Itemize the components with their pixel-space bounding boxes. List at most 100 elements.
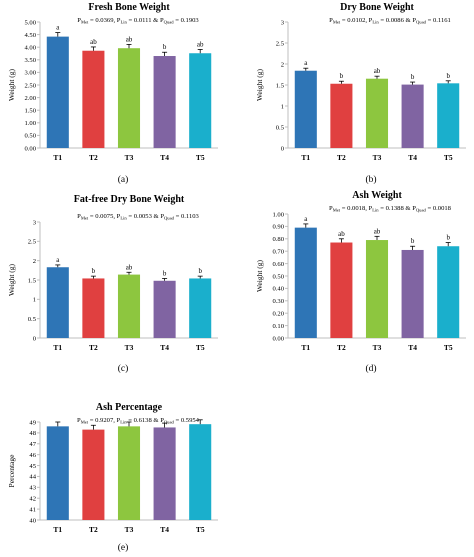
y-tick-label: 1.5 — [28, 277, 37, 284]
bar-T4 — [153, 427, 176, 520]
x-tick-label-T2: T2 — [89, 343, 98, 352]
bar-T1 — [46, 426, 69, 520]
x-tick-label-T2: T2 — [337, 343, 346, 352]
pvalue-text: PMet = 0.9207, PLin = 0.6138 & PQuad = 0… — [77, 417, 200, 425]
bar-T4 — [401, 249, 424, 338]
pvalue-part-p1sub: Met — [81, 216, 89, 221]
pvalue-part-p3val: = 0.1903 — [174, 17, 200, 24]
bar-T2 — [82, 50, 105, 149]
bar-T5 — [437, 83, 460, 148]
x-tick-label-T4: T4 — [408, 343, 417, 352]
bar-T2 — [82, 278, 105, 338]
pvalue-part-p2sub: Lin — [120, 216, 127, 221]
y-tick-label: 0.5 — [276, 124, 285, 131]
y-tick-label: 46 — [29, 452, 36, 459]
pvalue-part-p3sub: Quad — [164, 216, 175, 221]
pvalue-part-p1sub: Met — [81, 20, 89, 25]
y-tick-label: 43 — [29, 485, 36, 492]
bar-T4 — [153, 280, 176, 338]
x-tick-label-T4: T4 — [408, 153, 417, 162]
y-tick-label: 42 — [29, 496, 36, 503]
pvalue-part-p3val: = 0.5954 — [174, 417, 200, 424]
x-tick-label-T2: T2 — [89, 153, 98, 162]
y-axis-label: Weight (g) — [7, 263, 16, 296]
pvalue-part-p1val: = 0.0018, — [340, 205, 368, 212]
pvalue-part-p2val: = 0.0086 & — [379, 17, 413, 24]
y-axis-label: Weight (g) — [255, 68, 264, 101]
x-tick-label-T4: T4 — [160, 525, 169, 534]
y-tick-label: 1.00 — [272, 211, 284, 218]
y-tick-label: 2.5 — [276, 40, 285, 47]
bar-T2 — [82, 429, 105, 520]
chart-title: Ash Percentage — [96, 402, 163, 413]
pvalue-part-p3sub: Quad — [164, 420, 175, 425]
y-tick-label: 0.00 — [272, 335, 284, 342]
y-axis-label: Weight (g) — [255, 259, 264, 292]
pvalue-part-p2sub: Lin — [120, 20, 127, 25]
bar-T5 — [437, 246, 460, 338]
pvalue-part-p2: P — [369, 17, 373, 24]
pvalue-part-p2: P — [369, 205, 373, 212]
x-tick-label-T1: T1 — [301, 343, 310, 352]
y-tick-label: 1.5 — [276, 82, 285, 89]
pvalue-part-p3val: = 0.1161 — [426, 17, 451, 24]
pvalue-part-p1val: = 0.9207, — [88, 417, 116, 424]
bar-T3 — [117, 48, 141, 148]
significance-letter-T4: b — [411, 73, 415, 81]
pvalue-part-p1sub: Met — [333, 20, 341, 25]
panel-label: (a) — [118, 174, 129, 185]
y-tick-label: 44 — [29, 474, 36, 481]
y-tick-label: 0.40 — [272, 286, 284, 293]
y-tick-label: 0.80 — [272, 236, 284, 243]
bar-T4 — [153, 56, 176, 148]
pvalue-part-p3sub: Quad — [416, 208, 427, 213]
chart-title: Fresh Bone Weight — [88, 2, 170, 13]
significance-letter-T3: ab — [374, 227, 381, 235]
significance-letter-T4: b — [163, 269, 167, 277]
bar-T3 — [365, 240, 389, 338]
pvalue-part-p1: P — [329, 205, 333, 212]
significance-letter-T1: a — [304, 215, 308, 223]
y-tick-label: 4.00 — [24, 45, 36, 52]
pvalue-text: PMet = 0.0369, PLin = 0.0111 & PQuad = 0… — [77, 17, 199, 25]
y-tick-label: 0.30 — [272, 298, 284, 305]
pvalue-part-p2sub: Lin — [372, 20, 379, 25]
y-tick-label: 0.50 — [272, 273, 284, 280]
pvalue-part-p2val: = 0.1388 & — [379, 205, 413, 212]
panel-label: (d) — [365, 363, 376, 374]
significance-letter-T2: ab — [90, 38, 97, 46]
y-axis-label: Percentage — [7, 454, 16, 488]
chart-title: Fat-free Dry Bone Weight — [74, 194, 185, 205]
significance-letter-T5: ab — [197, 40, 204, 48]
x-tick-label-T2: T2 — [89, 525, 98, 534]
pvalue-part-p3: P — [160, 213, 164, 220]
y-tick-label: 1 — [33, 297, 36, 304]
x-tick-label-T1: T1 — [301, 153, 310, 162]
pvalue-part-p1: P — [77, 417, 81, 424]
y-tick-label: 48 — [29, 430, 36, 437]
y-tick-label: 2.00 — [24, 95, 36, 102]
pvalue-text: PMet = 0.0102, PLin = 0.0086 & PQuad = 0… — [329, 17, 451, 25]
y-tick-label: 1.00 — [24, 120, 36, 127]
x-tick-label-T5: T5 — [196, 343, 205, 352]
y-tick-label: 0 — [33, 335, 37, 342]
y-tick-label: 41 — [29, 506, 36, 513]
pvalue-part-p1: P — [329, 17, 333, 24]
x-tick-label-T5: T5 — [444, 153, 453, 162]
pvalue-part-p2: P — [117, 213, 121, 220]
x-tick-label-T3: T3 — [373, 343, 382, 352]
y-tick-label: 0 — [281, 145, 285, 152]
pvalue-part-p2val: = 0.0053 & — [127, 213, 161, 220]
significance-letter-T4: b — [411, 237, 415, 245]
y-tick-label: 3 — [281, 19, 285, 26]
chart-title: Dry Bone Weight — [340, 2, 414, 13]
x-tick-label-T3: T3 — [125, 525, 134, 534]
bar-T1 — [46, 267, 69, 338]
pvalue-part-p3val: = 0.1103 — [174, 213, 200, 220]
pvalue-part-p3sub: Quad — [164, 20, 175, 25]
y-tick-label: 0.90 — [272, 224, 284, 231]
pvalue-text: PMet = 0.0018, PLin = 0.1388 & PQuad = 0… — [329, 205, 452, 213]
x-tick-label-T4: T4 — [160, 343, 169, 352]
